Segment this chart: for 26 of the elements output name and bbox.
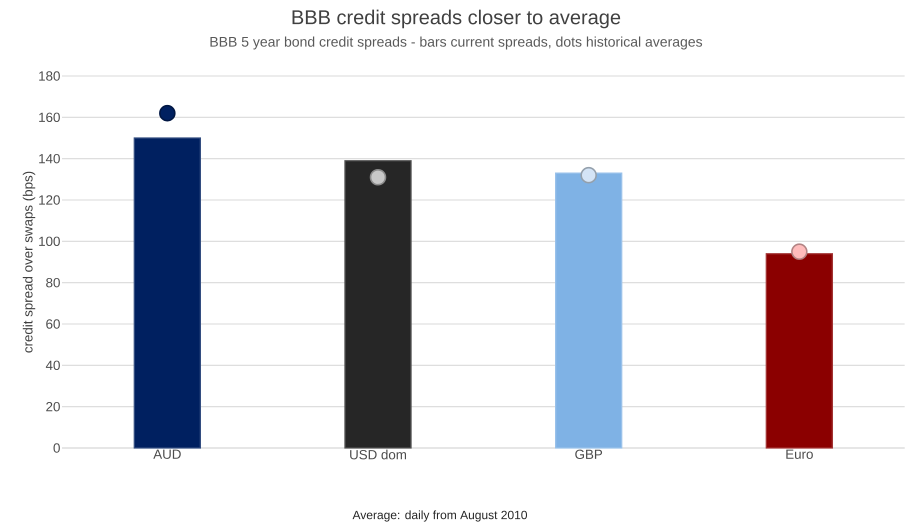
- y-tick-label: 0: [54, 443, 60, 453]
- x-tick-label: GBP: [575, 450, 602, 460]
- point: [370, 168, 386, 186]
- y-tick-label: 60: [46, 319, 60, 329]
- bar: [555, 172, 622, 449]
- y-tick-label: 40: [46, 360, 60, 370]
- bar: [134, 137, 202, 449]
- point: [159, 104, 176, 122]
- point: [791, 243, 808, 260]
- y-tick-label: 120: [39, 195, 60, 205]
- y-tick-label: 80: [46, 278, 60, 288]
- y-axis-title: credit spread over swaps (bps): [22, 172, 36, 353]
- y-tick-label: 160: [39, 112, 60, 122]
- bar: [344, 160, 412, 449]
- x-tick-label: USD dom: [350, 450, 406, 460]
- y-tick-label: 100: [39, 236, 60, 246]
- y-tick-label: 140: [39, 154, 60, 164]
- point: [580, 166, 597, 184]
- text: Average: daily from August 2010: [352, 510, 528, 522]
- chart-title: BBB credit spreads closer to average: [292, 10, 620, 28]
- x-tick-label: AUD: [153, 450, 181, 459]
- chart-subtitle: BBB 5 year bond credit spreads - bars current spreads, dots historical averages: [210, 36, 702, 50]
- y-tick-label: 180: [39, 71, 60, 81]
- bar: [766, 253, 834, 449]
- y-tick-label: 20: [46, 402, 60, 412]
- x-tick-label: Euro: [786, 450, 813, 459]
